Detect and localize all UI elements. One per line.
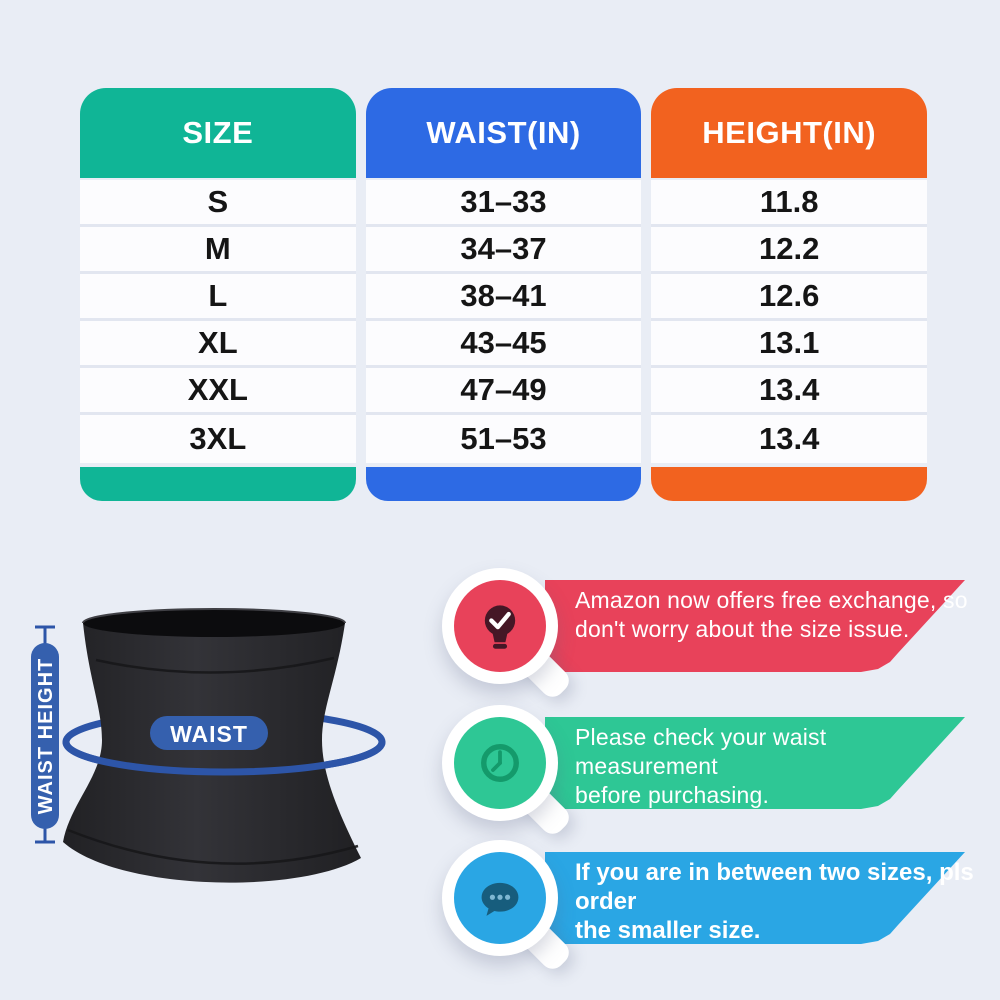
table-footer-bar (80, 467, 356, 501)
callout-line: Amazon now offers free exchange, so (575, 587, 968, 613)
icon-disc (454, 717, 546, 809)
table-cell: 43–45 (365, 321, 642, 368)
clock-icon (481, 744, 519, 782)
callout-line: before purchasing. (575, 782, 770, 808)
table-cell: 31–33 (365, 180, 642, 227)
table-cell: 13.1 (651, 321, 928, 368)
callout-line: don't worry about the size issue. (575, 616, 910, 642)
callout-check-measurement: Please check your waist measurement befo… (435, 697, 1000, 847)
top-seam (95, 656, 335, 674)
table-cell: 38–41 (365, 274, 642, 321)
icon-disc (454, 580, 546, 672)
waist-label-pill (150, 716, 268, 750)
callout-bubble (442, 568, 558, 684)
bottom-seam (67, 828, 359, 865)
column-header-size: SIZE (80, 88, 356, 178)
callout-bubble (442, 705, 558, 821)
table-cell: 34–37 (365, 227, 642, 274)
callout-line: If you are in between two sizes, pls ord… (575, 859, 974, 915)
table-footer-bar (365, 467, 642, 501)
table-cell: 11.8 (651, 180, 928, 227)
waist-label: WAIST (170, 721, 248, 747)
waist-measure-front-arc (62, 738, 386, 776)
callout-text: Amazon now offers free exchange, so don'… (575, 586, 975, 644)
table-cell: XXL (80, 368, 356, 415)
waist-height-label: WAIST HEIGHT (35, 658, 57, 814)
size-table: SIZE S M L XL XXL 3XL WAIST(IN) 31–33 34… (80, 88, 928, 501)
table-cell: 12.2 (651, 227, 928, 274)
table-column-waist: WAIST(IN) 31–33 34–37 38–41 43–45 47–49 … (365, 88, 642, 501)
table-cell: S (80, 180, 356, 227)
table-cell: 47–49 (365, 368, 642, 415)
callout-line: the smaller size. (575, 917, 761, 944)
waist-trainer-opening (83, 609, 345, 637)
lightbulb-check-icon (484, 605, 516, 649)
table-cell: 13.4 (651, 368, 928, 415)
table-cell: 3XL (80, 415, 356, 463)
waist-height-pill (31, 643, 59, 829)
table-cell: 12.6 (651, 274, 928, 321)
column-header-height: HEIGHT(IN) (651, 88, 928, 178)
table-cell: XL (80, 321, 356, 368)
column-cells: 31–33 34–37 38–41 43–45 47–49 51–53 (365, 180, 642, 463)
callout-between-sizes: If you are in between two sizes, pls ord… (435, 832, 1000, 982)
table-cell: M (80, 227, 356, 274)
callout-line: Please check your waist measurement (575, 724, 827, 779)
callout-text: If you are in between two sizes, pls ord… (575, 858, 975, 945)
table-cell: L (80, 274, 356, 321)
table-footer-bar (651, 467, 928, 501)
opening-rim-highlight (82, 608, 346, 624)
icon-disc (454, 852, 546, 944)
chat-dots-icon (481, 882, 519, 916)
column-cells: 11.8 12.2 12.6 13.1 13.4 13.4 (651, 180, 928, 463)
table-cell: 51–53 (365, 415, 642, 463)
table-column-size: SIZE S M L XL XXL 3XL (80, 88, 356, 501)
table-column-height: HEIGHT(IN) 11.8 12.2 12.6 13.1 13.4 13.4 (651, 88, 928, 501)
table-cell: 13.4 (651, 415, 928, 463)
callout-text: Please check your waist measurement befo… (575, 723, 975, 810)
column-cells: S M L XL XXL 3XL (80, 180, 356, 463)
waist-trainer-diagram: WAIST WAIST HEIGHT (31, 608, 386, 883)
waist-trainer-body (63, 623, 361, 883)
callout-bubble (442, 840, 558, 956)
column-header-waist: WAIST(IN) (365, 88, 642, 178)
callout-free-exchange: Amazon now offers free exchange, so don'… (435, 560, 1000, 710)
